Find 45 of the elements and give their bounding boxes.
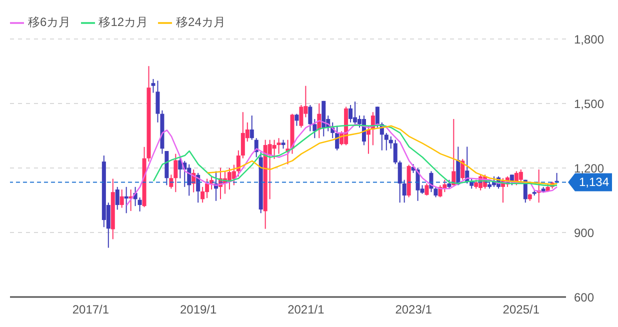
legend-label: 移6カ月 — [28, 15, 71, 29]
candlestick — [138, 196, 142, 212]
candlestick — [124, 186, 128, 214]
x-tick-label: 2021/1 — [288, 302, 325, 317]
candlestick — [518, 169, 523, 182]
candlestick — [424, 182, 429, 196]
x-tick-label: 2019/1 — [180, 302, 217, 317]
y-tick-label: 600 — [574, 290, 594, 304]
candlestick — [200, 186, 205, 204]
candlestick — [393, 139, 398, 165]
candlestick — [308, 104, 312, 132]
x-tick-label: 2023/1 — [395, 302, 432, 317]
candlestick — [169, 174, 174, 190]
candlestick — [232, 164, 236, 186]
candlestick — [375, 106, 380, 128]
candlestick — [348, 104, 353, 123]
candlestick — [384, 132, 388, 151]
candlestick — [236, 150, 240, 178]
candlestick — [120, 189, 124, 208]
legend-label: 移12カ月 — [98, 15, 148, 29]
candlestick — [434, 186, 438, 198]
y-tick-label: 1,500 — [574, 96, 604, 111]
candlestick — [388, 136, 393, 150]
candlestick — [115, 186, 120, 210]
candlestick — [174, 153, 178, 193]
legend-label: 移24カ月 — [176, 15, 226, 29]
candlestick — [402, 179, 406, 204]
candlestick — [294, 113, 299, 126]
candlestick — [299, 104, 304, 128]
x-tick-label: 2025/1 — [502, 302, 540, 317]
candlestick — [178, 156, 182, 179]
candlestick — [312, 118, 317, 139]
candlestick — [250, 115, 254, 140]
candlestick — [210, 176, 214, 190]
x-tick-label: 2017/1 — [72, 302, 110, 317]
y-tick-label: 900 — [574, 226, 594, 240]
candlestick — [460, 158, 465, 180]
candlestick — [151, 78, 156, 94]
candlestick — [272, 139, 276, 160]
candlestick — [276, 138, 281, 154]
y-tick-label: 1,200 — [574, 161, 604, 176]
candlestick — [398, 160, 402, 204]
ref-line-label: 1,134 — [578, 175, 610, 190]
candlestick — [156, 80, 160, 123]
y-tick-label: 1,800 — [574, 32, 604, 46]
